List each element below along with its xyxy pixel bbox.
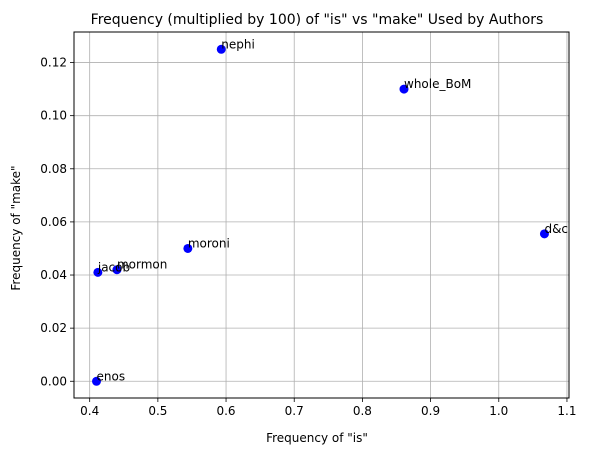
axis-ticks: 0.4 0.5 0.6 0.7 0.8 0.9 1.0 1.1 0.00 0.02 0.04 0.06…: [40, 56, 576, 418]
data-point-nephi: [216, 44, 226, 54]
point-label-whole_BoM: whole_BoM: [404, 77, 471, 91]
chart-title: Frequency (multiplied by 100) of "is" vs…: [91, 12, 544, 28]
data-point-jacob: [93, 267, 103, 277]
data-point-moroni: [183, 243, 193, 253]
x-tick-label: 1.0: [489, 404, 508, 418]
data-point-mormon: [112, 265, 122, 275]
x-tick-label: 0.8: [353, 404, 372, 418]
data-point-enos: [92, 376, 101, 386]
x-tick-label: 0.6: [216, 404, 235, 418]
y-tick-label: 0.02: [40, 321, 67, 335]
plot-area-frame: [73, 31, 570, 399]
y-tick-label: 0.04: [40, 268, 67, 282]
x-tick-label: 0.5: [148, 404, 167, 418]
point-label-enos: enos: [97, 369, 126, 383]
y-tick-label: 0.12: [40, 56, 67, 70]
y-tick-label: 0.08: [40, 162, 67, 176]
point-label-jacob: jacob: [97, 260, 130, 274]
data-point-d&c: [539, 229, 549, 239]
point-label-nephi: nephi: [221, 37, 255, 51]
point-label-d&c: d&c: [544, 222, 568, 236]
x-tick-label: 0.9: [421, 404, 440, 418]
grid-layer: [74, 32, 569, 398]
x-tick-label: 0.7: [285, 404, 304, 418]
y-tick-label: 0.06: [40, 215, 67, 229]
data-point-whole_BoM: [399, 84, 409, 94]
y-tick-label: 0.00: [40, 374, 67, 388]
point-label-moroni: moroni: [188, 236, 230, 250]
point-label-mormon: mormon: [117, 258, 167, 272]
y-axis-label: Frequency of "make": [9, 165, 23, 290]
x-axis-label: Frequency of "is": [266, 431, 368, 445]
x-tick-label: 0.4: [80, 404, 99, 418]
x-tick-label: 1.1: [557, 404, 576, 418]
y-tick-label: 0.10: [40, 109, 67, 123]
